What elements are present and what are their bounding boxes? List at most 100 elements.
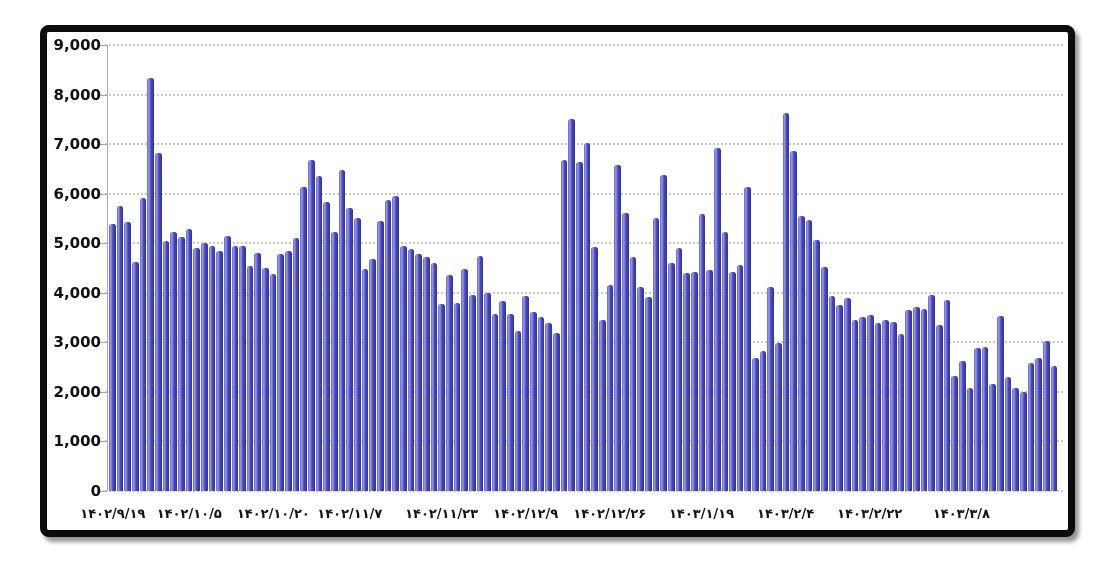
bar	[782, 113, 790, 491]
x-axis-tick-label: ۱۴۰۲/۱۲/۹	[493, 507, 559, 522]
bar	[109, 224, 116, 491]
bar	[177, 236, 185, 491]
bar	[767, 286, 775, 491]
bar	[920, 308, 928, 491]
gridline	[105, 490, 1063, 492]
bar	[821, 266, 828, 491]
bar	[759, 351, 767, 491]
bar	[193, 248, 200, 491]
bar	[591, 246, 598, 491]
bar	[729, 272, 736, 491]
bar	[514, 330, 522, 491]
bar	[131, 262, 139, 491]
bar	[124, 222, 131, 491]
bar	[285, 250, 292, 491]
bar	[928, 295, 935, 491]
bar	[453, 302, 461, 491]
bar	[545, 322, 553, 491]
y-axis-tick	[97, 94, 107, 96]
bar	[147, 77, 154, 491]
y-axis-tick	[97, 441, 107, 443]
y-axis-tick	[97, 243, 107, 245]
x-axis-tick-label: ۱۴۰۳/۲/۴	[757, 507, 815, 522]
bar	[468, 294, 476, 491]
bar	[644, 297, 652, 491]
y-axis-tick	[97, 491, 107, 492]
bar	[912, 306, 920, 491]
bar	[790, 150, 798, 491]
bar	[239, 245, 246, 491]
bar	[675, 247, 683, 491]
bar	[698, 213, 706, 491]
y-axis-tick-label: 9,000	[53, 36, 101, 54]
bar	[292, 238, 300, 491]
bar	[162, 241, 170, 491]
bar	[560, 160, 568, 491]
x-axis-tick-label: ۱۴۰۳/۱/۱۹	[668, 507, 735, 522]
gridline	[105, 93, 1063, 96]
bar-chart-plot: 9,000 8,000 7,000 6,000 5,000 4,000 3,000 2,000…	[47, 32, 1068, 530]
bar	[882, 319, 889, 491]
y-axis-tick-label: 4,000	[53, 283, 101, 302]
bar	[660, 174, 667, 491]
bar	[652, 218, 660, 491]
bar	[200, 243, 208, 491]
bar	[974, 347, 981, 491]
y-axis-tick-label: 2,000	[53, 382, 101, 401]
bar	[958, 361, 966, 491]
bar	[354, 217, 361, 491]
bar	[384, 199, 392, 491]
bar	[1004, 376, 1012, 491]
bar	[844, 297, 851, 491]
bar	[530, 312, 537, 491]
y-axis-tick	[97, 144, 107, 146]
y-axis-tick	[97, 45, 107, 46]
bar	[690, 272, 698, 491]
bar	[246, 265, 254, 491]
bar	[346, 207, 353, 491]
bar	[1027, 362, 1035, 491]
x-axis-tick-label: ۱۴۰۲/۱۱/۲۳	[405, 507, 479, 522]
x-axis-tick-label: ۱۴۰۲/۱۰/۲۰	[236, 507, 310, 522]
bar	[813, 239, 821, 491]
bar	[1020, 391, 1027, 491]
bar	[154, 152, 162, 491]
bar	[361, 269, 369, 491]
y-axis-tick-label: 7,000	[53, 135, 101, 154]
bar	[713, 147, 721, 491]
y-axis-tick-label: 5,000	[53, 234, 101, 253]
bar	[499, 301, 507, 491]
bar	[376, 220, 384, 491]
bar	[576, 162, 583, 491]
bar	[1012, 388, 1020, 491]
y-axis-tick-label: 0	[90, 482, 101, 500]
bar	[599, 320, 606, 491]
bar	[277, 254, 285, 491]
bar	[859, 316, 866, 491]
bar	[553, 333, 560, 491]
bar	[866, 314, 874, 491]
bar	[392, 196, 399, 491]
bar	[484, 292, 491, 491]
x-axis-tick-label: ۱۴۰۲/۱۱/۷	[317, 507, 383, 522]
bar	[614, 165, 621, 491]
bar	[308, 160, 315, 491]
bar	[407, 248, 415, 491]
bar	[897, 334, 905, 491]
chart-frame: 9,000 8,000 7,000 6,000 5,000 4,000 3,000 2,000…	[40, 25, 1075, 537]
bar	[116, 205, 124, 491]
y-axis-line	[107, 45, 108, 491]
bar	[966, 388, 974, 491]
bar	[805, 220, 813, 491]
bar	[629, 256, 637, 491]
y-axis-tick	[97, 342, 107, 344]
x-axis-tick-label: ۱۴۰۲/۹/۱۹	[80, 507, 146, 522]
bar	[331, 232, 338, 491]
bar	[775, 343, 782, 491]
bar	[836, 305, 843, 491]
bar	[637, 286, 644, 491]
bar	[706, 269, 713, 491]
bar	[399, 245, 407, 491]
bar	[606, 284, 614, 491]
